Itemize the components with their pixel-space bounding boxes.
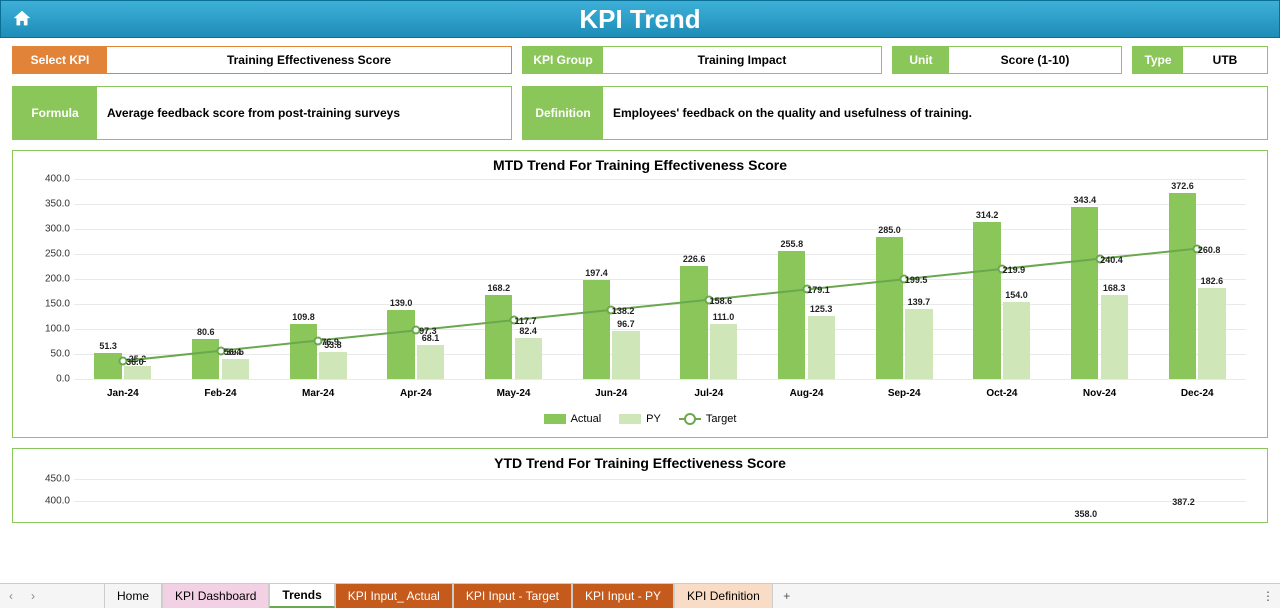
sheet-tab[interactable]: Trends — [269, 584, 334, 608]
x-tick-label: Jul-24 — [660, 388, 758, 399]
x-tick-label: Mar-24 — [269, 388, 367, 399]
target-label: 138.2 — [612, 306, 635, 316]
type-box: Type UTB — [1132, 46, 1268, 74]
y-tick-label: 200.0 — [45, 274, 70, 285]
y-tick-label: 350.0 — [45, 199, 70, 210]
tab-prev-icon[interactable]: ‹ — [0, 584, 22, 608]
target-label: 199.5 — [905, 275, 928, 285]
y-tick-label: 250.0 — [45, 249, 70, 260]
definition-value: Employees' feedback on the quality and u… — [603, 87, 1267, 139]
y-tick-label: 150.0 — [45, 299, 70, 310]
x-tick-label: Nov-24 — [1051, 388, 1149, 399]
x-tick-label: Sep-24 — [855, 388, 953, 399]
target-label: 117.7 — [514, 316, 536, 326]
x-tick-label: Oct-24 — [953, 388, 1051, 399]
kpi-group-value: Training Impact — [603, 47, 881, 73]
definition-box: Definition Employees' feedback on the qu… — [522, 86, 1268, 140]
sheet-tab-bar: ‹ › HomeKPI DashboardTrendsKPI Input_ Ac… — [0, 583, 1280, 608]
ytd-chart-panel: YTD Trend For Training Effectiveness Sco… — [12, 448, 1268, 523]
unit-box: Unit Score (1-10) — [892, 46, 1122, 74]
select-kpi-label: Select KPI — [13, 47, 107, 73]
target-label: 179.1 — [807, 285, 830, 295]
y-tick-label: 100.0 — [45, 324, 70, 335]
mtd-chart-panel: MTD Trend For Training Effectiveness Sco… — [12, 150, 1268, 438]
tab-add-icon[interactable]: + — [773, 584, 801, 608]
tab-menu-icon[interactable]: ⋮ — [1256, 584, 1280, 608]
formula-box: Formula Average feedback score from post… — [12, 86, 512, 140]
legend-line-target — [679, 418, 701, 420]
legend-swatch-py — [619, 414, 641, 424]
target-line — [74, 179, 1246, 379]
info-row: Formula Average feedback score from post… — [0, 74, 1280, 140]
target-label: 76.9 — [321, 337, 339, 347]
gridline — [74, 479, 1246, 480]
type-value: UTB — [1183, 47, 1267, 73]
select-kpi-value: Training Effectiveness Score — [107, 47, 511, 73]
target-label: 97.3 — [419, 326, 437, 336]
formula-label: Formula — [13, 87, 97, 139]
kpi-group-label: KPI Group — [523, 47, 603, 73]
tab-next-icon[interactable]: › — [22, 584, 44, 608]
mtd-chart-title: MTD Trend For Training Effectiveness Sco… — [21, 157, 1259, 173]
target-label: 219.9 — [1003, 265, 1026, 275]
gridline — [74, 501, 1246, 502]
sheet-tab[interactable]: KPI Input - PY — [572, 584, 674, 608]
sheet-tab[interactable]: KPI Dashboard — [162, 584, 269, 608]
legend-label-actual: Actual — [571, 413, 602, 425]
sheet-tab[interactable]: KPI Input - Target — [453, 584, 572, 608]
legend-swatch-actual — [544, 414, 566, 424]
x-tick-label: Aug-24 — [758, 388, 856, 399]
y-tick-label: 400.0 — [45, 174, 70, 185]
sheet-tab[interactable]: KPI Definition — [674, 584, 773, 608]
target-label: 260.8 — [1198, 245, 1221, 255]
x-tick-label: Apr-24 — [367, 388, 465, 399]
definition-label: Definition — [523, 87, 603, 139]
unit-value: Score (1-10) — [949, 47, 1121, 73]
legend-label-target: Target — [706, 413, 737, 425]
mtd-chart: 0.050.0100.0150.0200.0250.0300.0350.0400… — [24, 179, 1256, 429]
unit-label: Unit — [893, 47, 949, 73]
filter-row: Select KPI Training Effectiveness Score … — [0, 38, 1280, 74]
target-label: 56.4 — [224, 347, 242, 357]
legend-label-py: PY — [646, 413, 661, 425]
legend-actual: Actual — [544, 413, 602, 425]
x-tick-label: Jun-24 — [562, 388, 660, 399]
home-icon[interactable] — [9, 6, 35, 32]
kpi-group-box: KPI Group Training Impact — [522, 46, 882, 74]
app-header: KPI Trend — [0, 0, 1280, 38]
select-kpi-box[interactable]: Select KPI Training Effectiveness Score — [12, 46, 512, 74]
target-label: 158.6 — [710, 296, 733, 306]
legend-target: Target — [679, 413, 737, 425]
x-tick-label: Jan-24 — [74, 388, 172, 399]
x-tick-label: Dec-24 — [1148, 388, 1246, 399]
gridline — [74, 379, 1246, 380]
y-tick-label: 450.0 — [45, 474, 70, 485]
target-label: 36.0 — [126, 357, 144, 367]
x-tick-label: May-24 — [465, 388, 563, 399]
legend-py: PY — [619, 413, 661, 425]
x-tick-label: Feb-24 — [172, 388, 270, 399]
page-title: KPI Trend — [579, 4, 700, 35]
ytd-chart-title: YTD Trend For Training Effectiveness Sco… — [21, 455, 1259, 471]
ytd-chart: 450.0 400.0 358.0 387.2 — [24, 477, 1256, 522]
y-tick-label: 300.0 — [45, 224, 70, 235]
target-label: 240.4 — [1100, 255, 1123, 265]
y-tick-label: 50.0 — [51, 349, 70, 360]
type-label: Type — [1133, 47, 1183, 73]
formula-value: Average feedback score from post-trainin… — [97, 87, 511, 139]
bar-actual-label: 358.0 — [1075, 509, 1098, 519]
y-tick-label: 400.0 — [45, 496, 70, 507]
sheet-tab[interactable]: Home — [104, 584, 162, 608]
chart-legend: Actual PY Target — [24, 413, 1256, 425]
bar-actual-label: 387.2 — [1172, 497, 1195, 507]
sheet-tab[interactable]: KPI Input_ Actual — [335, 584, 453, 608]
y-tick-label: 0.0 — [56, 374, 70, 385]
